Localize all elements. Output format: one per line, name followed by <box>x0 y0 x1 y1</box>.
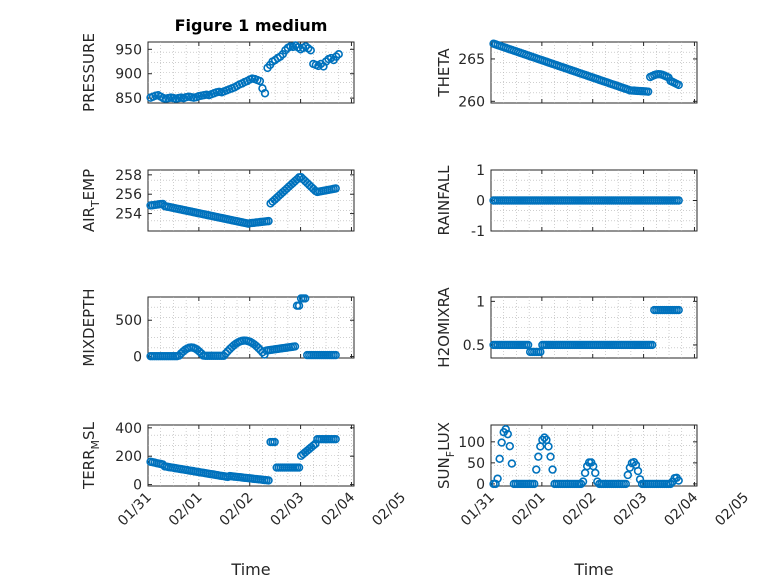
y-axis-label: RAINFALL <box>435 165 453 236</box>
data-point <box>495 454 504 464</box>
y-axis-label: TERRMSL <box>80 421 102 490</box>
data-point <box>540 433 549 442</box>
data-point <box>306 46 315 55</box>
x-tick-label: 02/02 <box>217 490 257 530</box>
data-point <box>505 441 515 451</box>
x-tick-label: 02/03 <box>268 490 308 530</box>
y-tick-label: 1 <box>476 294 485 310</box>
data-point <box>311 439 320 449</box>
y-axis-label: PRESSURE <box>80 33 98 112</box>
data-point <box>507 459 517 468</box>
data-point <box>300 294 310 303</box>
data-point <box>621 479 630 489</box>
data-point <box>648 340 657 350</box>
x-tick-label: 01/31 <box>458 490 498 530</box>
data-point <box>674 80 683 90</box>
subplot-h2omixra: 0.5 1 H2OMIXRA <box>435 287 698 368</box>
y-tick-label: 254 <box>115 207 142 223</box>
data-point <box>544 442 553 451</box>
y-tick-label: 500 <box>115 313 142 329</box>
subplot-rainfall: -1 0 1 RAINFALL <box>435 163 698 240</box>
data-point <box>331 434 340 444</box>
x-tick-label: 02/03 <box>611 490 651 530</box>
data-point <box>666 479 675 489</box>
y-tick-label: 256 <box>115 187 142 203</box>
subplot-air-temp: 254 256 258 AIRTEMP <box>80 168 355 232</box>
data-point <box>294 301 304 310</box>
data-point <box>674 305 683 315</box>
y-tick-label: 850 <box>115 91 142 107</box>
x-tick-label: 01/31 <box>115 490 155 530</box>
data-point <box>264 476 273 485</box>
data-point <box>538 435 547 445</box>
data-point <box>530 479 539 489</box>
y-tick-label: 0.5 <box>463 338 485 354</box>
y-axis-label: MIXDEPTH <box>80 288 98 366</box>
x-tick-label: 02/04 <box>318 489 358 529</box>
data-point <box>331 184 340 193</box>
y-tick-label: 265 <box>458 52 485 68</box>
y-tick-label: 0 <box>476 194 485 210</box>
y-tick-label: 950 <box>115 42 142 58</box>
data-point <box>534 452 543 461</box>
subplot-pressure: 850 900 950 PRESSURE <box>80 33 355 112</box>
data-point <box>635 475 645 484</box>
y-tick-label: 1 <box>476 163 485 179</box>
data-point <box>255 76 265 86</box>
data-point <box>497 438 506 447</box>
x-tick-label: 02/05 <box>712 490 752 530</box>
y-tick-label: 0 <box>133 350 142 366</box>
subplot-mixdepth: 0 500 MIXDEPTH <box>80 288 355 367</box>
x-tick-label: 02/01 <box>509 490 549 530</box>
figure-title: Figure 1 medium <box>175 16 328 35</box>
y-axis-label: H2OMIXRA <box>435 287 453 368</box>
y-axis-label: AIRTEMP <box>80 169 102 232</box>
y-tick-label: 260 <box>458 94 485 110</box>
data-point <box>491 479 500 489</box>
data-point <box>260 89 270 98</box>
subplot-terr-msl: 0 200 400 TERRMSL 01/31 02/01 02/02 02/03 02/04 0… <box>80 421 409 579</box>
x-axis-label: Time <box>230 560 270 579</box>
y-tick-label: 258 <box>115 168 142 184</box>
x-tick-label: 02/01 <box>166 490 206 530</box>
y-axis-label: SUNFLUX <box>435 422 457 489</box>
data-point <box>532 465 541 474</box>
data-point <box>674 196 683 205</box>
data-point <box>548 465 557 474</box>
y-tick-label: 200 <box>115 449 142 465</box>
data-point <box>294 463 304 472</box>
data-point <box>546 452 555 461</box>
data-point <box>309 441 318 450</box>
data-point <box>591 468 600 478</box>
x-tick-label: 02/02 <box>560 490 600 530</box>
data-point <box>503 429 512 439</box>
data-point <box>578 477 588 486</box>
data-point <box>270 437 279 447</box>
y-tick-label: 0 <box>133 478 142 494</box>
data-point <box>264 216 273 226</box>
data-point <box>290 342 300 351</box>
data-point <box>623 470 633 480</box>
data-point <box>331 350 340 360</box>
y-tick-label: 50 <box>467 456 485 472</box>
y-tick-label: 400 <box>115 421 142 437</box>
subplot-theta: 260 265 THETA <box>435 39 698 110</box>
y-tick-label: -1 <box>471 224 485 240</box>
y-tick-label: 900 <box>115 67 142 83</box>
data-point <box>576 479 586 489</box>
data-point <box>501 425 510 434</box>
x-tick-label: 02/05 <box>369 490 409 530</box>
y-tick-label: 100 <box>458 435 485 451</box>
data-point <box>633 466 643 476</box>
data-point <box>334 49 343 59</box>
data-point <box>674 476 683 485</box>
y-axis-label: THETA <box>435 48 453 98</box>
y-tick-label: 0 <box>476 477 485 493</box>
data-point <box>493 474 502 483</box>
data-point <box>643 87 653 96</box>
x-axis-label: Time <box>573 560 613 579</box>
x-tick-label: 02/04 <box>661 489 701 529</box>
